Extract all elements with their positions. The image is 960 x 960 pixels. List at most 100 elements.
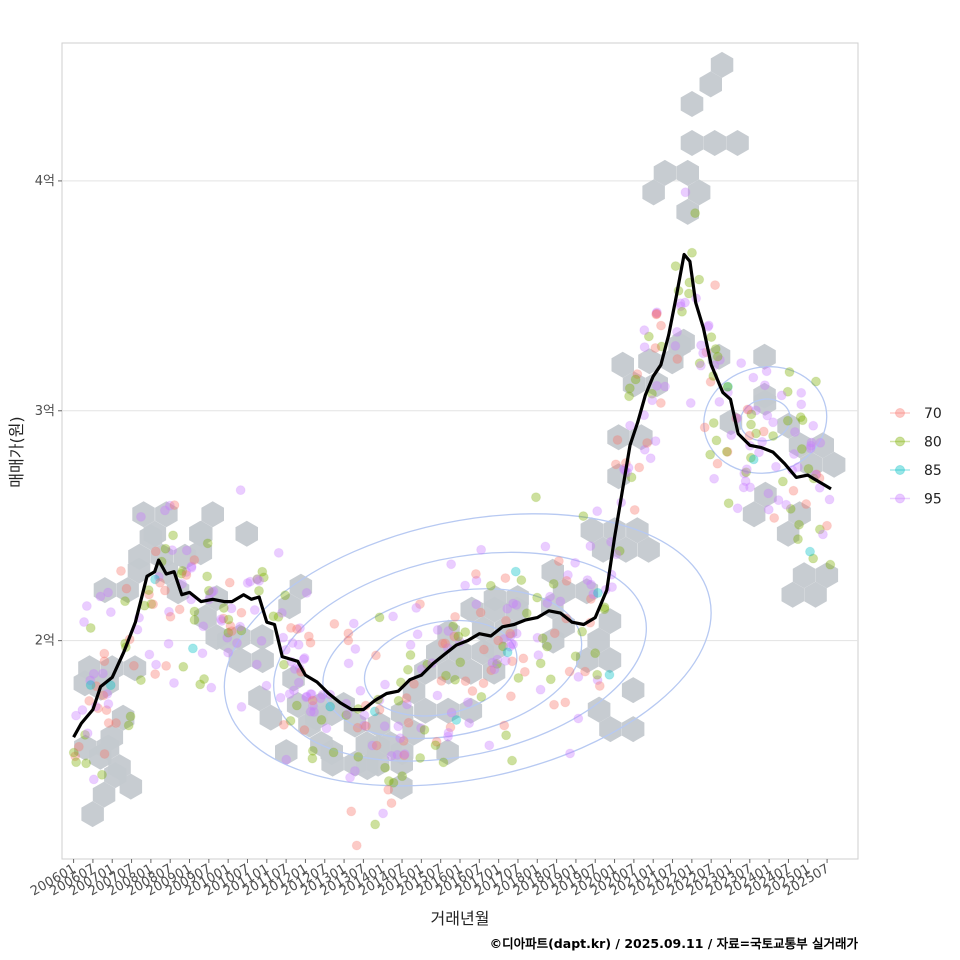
data-point: [776, 390, 787, 401]
data-point: [726, 430, 737, 441]
data-point: [647, 395, 658, 406]
data-point: [742, 404, 753, 415]
data-point: [189, 554, 200, 565]
data-point: [298, 654, 309, 665]
data-point: [416, 722, 427, 733]
data-point: [316, 714, 327, 725]
data-point: [197, 648, 208, 659]
data-point: [206, 587, 217, 598]
hex-cell: [111, 704, 135, 731]
hex-cell: [587, 627, 610, 654]
data-point: [805, 546, 816, 557]
data-point: [415, 752, 426, 763]
data-point: [399, 749, 410, 760]
data-point: [301, 692, 312, 703]
data-point: [789, 426, 800, 437]
data-point: [128, 660, 139, 671]
hex-cell: [792, 562, 816, 589]
data-point: [738, 482, 749, 493]
data-point: [208, 586, 219, 597]
data-point: [453, 631, 464, 642]
data-point: [561, 575, 572, 586]
hex-cell: [123, 655, 147, 682]
data-point: [159, 505, 170, 516]
data-point: [505, 631, 516, 642]
data-point: [777, 476, 788, 487]
data-point: [588, 589, 599, 600]
data-point: [253, 585, 264, 596]
data-point: [499, 633, 510, 644]
data-point: [788, 485, 799, 496]
data-point: [722, 446, 733, 457]
hex-cell: [298, 711, 321, 738]
hex-cell: [575, 578, 599, 605]
data-point: [328, 747, 339, 758]
data-point: [411, 602, 422, 613]
data-point: [801, 499, 812, 510]
data-point: [288, 685, 299, 696]
data-point: [476, 544, 487, 555]
hex-cell: [703, 130, 726, 156]
data-point: [650, 342, 661, 353]
data-point: [736, 358, 747, 369]
hex-cell: [753, 343, 776, 370]
data-point: [374, 704, 385, 715]
data-point: [309, 706, 320, 717]
data-point: [388, 611, 399, 622]
data-point: [73, 741, 84, 752]
data-point: [784, 367, 795, 378]
data-point: [518, 653, 529, 664]
data-point: [226, 603, 237, 614]
data-point: [370, 819, 381, 830]
data-point: [223, 614, 234, 625]
data-point: [284, 688, 295, 699]
data-point: [251, 659, 262, 670]
data-point: [305, 637, 316, 648]
data-point: [135, 511, 146, 522]
hex-cell: [607, 424, 630, 451]
data-point: [222, 632, 233, 643]
data-point: [236, 607, 247, 618]
hex-cell: [356, 754, 379, 781]
hex-cell: [275, 739, 298, 766]
data-point: [795, 412, 806, 423]
data-point: [307, 753, 318, 764]
data-point: [294, 623, 305, 634]
data-point: [711, 435, 722, 446]
data-point: [785, 503, 796, 514]
data-point: [806, 440, 817, 451]
hex-cell: [541, 627, 565, 654]
hex-cell: [707, 343, 731, 370]
data-point: [443, 731, 454, 742]
data-point: [745, 482, 756, 493]
data-point: [440, 638, 451, 649]
data-point: [348, 618, 359, 629]
data-point: [548, 578, 559, 589]
hex-cell: [289, 573, 313, 600]
data-point: [369, 706, 380, 717]
data-point: [545, 591, 556, 602]
data-point: [493, 635, 504, 646]
data-point: [712, 458, 723, 469]
data-point: [252, 574, 263, 585]
legend-label: 80: [924, 435, 942, 451]
data-point: [436, 675, 447, 686]
hex-cell: [494, 616, 518, 643]
data-point: [462, 697, 473, 708]
data-point: [167, 545, 178, 556]
data-point: [405, 639, 416, 650]
data-point: [226, 626, 237, 637]
data-point: [68, 747, 79, 758]
data-point: [739, 468, 750, 479]
data-point: [708, 417, 719, 428]
data-point: [345, 772, 356, 783]
data-point: [651, 308, 662, 319]
data-point: [161, 660, 172, 671]
data-point: [592, 675, 603, 686]
data-point: [135, 675, 146, 686]
data-point: [642, 437, 653, 448]
hex-cell: [621, 716, 645, 743]
data-point: [101, 705, 112, 716]
data-point: [560, 697, 571, 708]
data-point: [797, 415, 808, 426]
